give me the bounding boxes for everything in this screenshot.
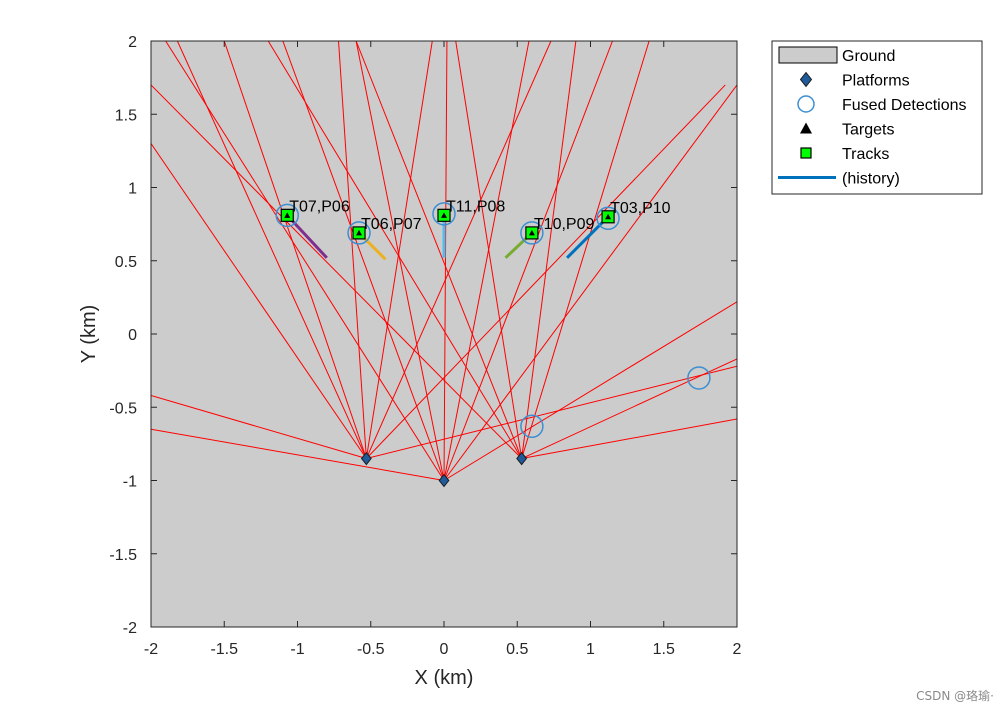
x-axis-ticks: -2 -1.5 -1 -0.5 0 0.5 1 1.5 2 [144,41,742,658]
target-marker [528,229,535,236]
sensor-ray [521,41,650,459]
sensor-ray [355,41,445,481]
ground-area [151,41,737,627]
sensor-ray [282,41,445,481]
fused-detection-marker [520,221,544,245]
y-tick-label: -0.5 [109,400,137,417]
x-tick-label: -0.5 [357,641,385,658]
legend-entry[interactable]: Fused Detections [797,95,967,114]
sensor-ray [165,41,445,481]
sensor-ray [355,41,523,459]
sensor-ray [151,395,367,460]
y-tick-label: 0 [128,327,137,344]
target-marker [284,212,291,218]
y-tick-label: 1.5 [115,107,137,124]
track-label: T10,P09 [534,216,595,233]
x-tick-label: -1 [290,641,304,658]
x-tick-label: 2 [733,641,742,658]
tracks [280,208,615,240]
legend-label: Targets [842,122,894,139]
legend-items: Ground Platforms Fused Detections Targets Tr… [778,46,967,188]
y-tick-label: -1.5 [109,547,137,564]
x-tick-label: 0 [440,641,449,658]
fused-detection-marker [275,203,299,228]
legend-swatch-platform [799,71,813,88]
sensor-ray [455,41,523,459]
sensor-ray [521,41,577,459]
sensor-ray [521,418,737,460]
x-axis-label: X (km) [415,667,474,689]
track-label: T06,P07 [361,216,422,233]
x-tick-label: -1.5 [210,641,238,658]
platforms [360,451,528,488]
platform-marker [438,473,450,488]
sensor-ray [176,41,367,459]
legend-label: Tracks [842,146,889,163]
sensor-ray [443,41,613,481]
legend-label: Platforms [842,73,910,90]
sensor-ray [338,41,367,459]
sensor-ray [365,41,552,459]
legend-entry[interactable]: Tracks [800,146,889,163]
legend-entry[interactable]: (history) [778,171,900,188]
legend-label: Fused Detections [842,97,967,114]
y-tick-label: -2 [123,620,137,637]
y-tick-label: 0.5 [115,254,137,271]
sensor-ray [151,84,522,459]
track-label: T03,P10 [610,200,671,217]
legend-swatch-target [800,122,812,134]
sensor-ray [366,365,737,460]
fused-detection-marker [596,206,620,231]
fused-detections [275,202,711,439]
sensor-rays [151,41,737,481]
track-history-line [565,215,610,259]
platform-marker [360,451,372,466]
sensor-ray [443,41,448,481]
legend-entry[interactable]: Targets [800,122,894,139]
fused-detection-marker [432,202,456,226]
axes: T07,P06 T06,P07 T11,P08 T10,P09 T03,P10 -2 -1… [78,34,742,689]
legend-swatch-ground [778,46,838,64]
y-tick-label: -1 [123,474,137,491]
watermark: CSDN @珞瑜· [916,689,994,703]
fused-detection-marker [687,366,711,390]
x-tick-label: 1.5 [653,641,675,658]
sensor-ray [443,84,737,481]
sensor-ray [267,41,523,459]
sensor-ray [151,428,445,481]
legend-label: Ground [842,48,895,65]
y-axis-label: Y (km) [78,305,100,364]
legend-label: (history) [842,171,900,188]
legend-entry[interactable]: Ground [778,46,895,65]
x-tick-label: -2 [144,641,158,658]
sensor-ray [443,41,530,481]
target-marker [356,229,363,236]
target-marker [605,213,612,220]
legend-swatch-track [800,147,812,159]
fused-detection-marker [520,414,544,439]
sensor-ray [443,301,737,481]
legend-swatch-fused [797,95,815,113]
sensor-ray [365,41,433,459]
x-tick-label: 1 [586,641,595,658]
sensor-ray [223,41,367,459]
track-labels: T07,P06 T06,P07 T11,P08 T10,P09 T03,P10 [289,198,670,233]
y-tick-label: 1 [128,181,137,198]
legend-box [771,40,983,195]
track-label: T07,P06 [289,198,350,215]
legend[interactable]: Ground Platforms Fused Detections Targets Tr… [771,40,983,195]
y-axis-ticks: -2 -1.5 -1 -0.5 0 0.5 1 1.5 2 [109,34,737,637]
y-tick-label: 2 [128,34,137,51]
track-history-line [286,214,328,259]
legend-entry[interactable]: Platforms [799,71,910,90]
target-marker [441,212,447,218]
x-tick-label: 0.5 [506,641,528,658]
track-label: T11,P08 [446,198,505,215]
fused-detection-marker [347,221,371,245]
sensor-ray [521,358,737,459]
sensor-ray [151,143,367,459]
platform-marker [516,451,528,466]
